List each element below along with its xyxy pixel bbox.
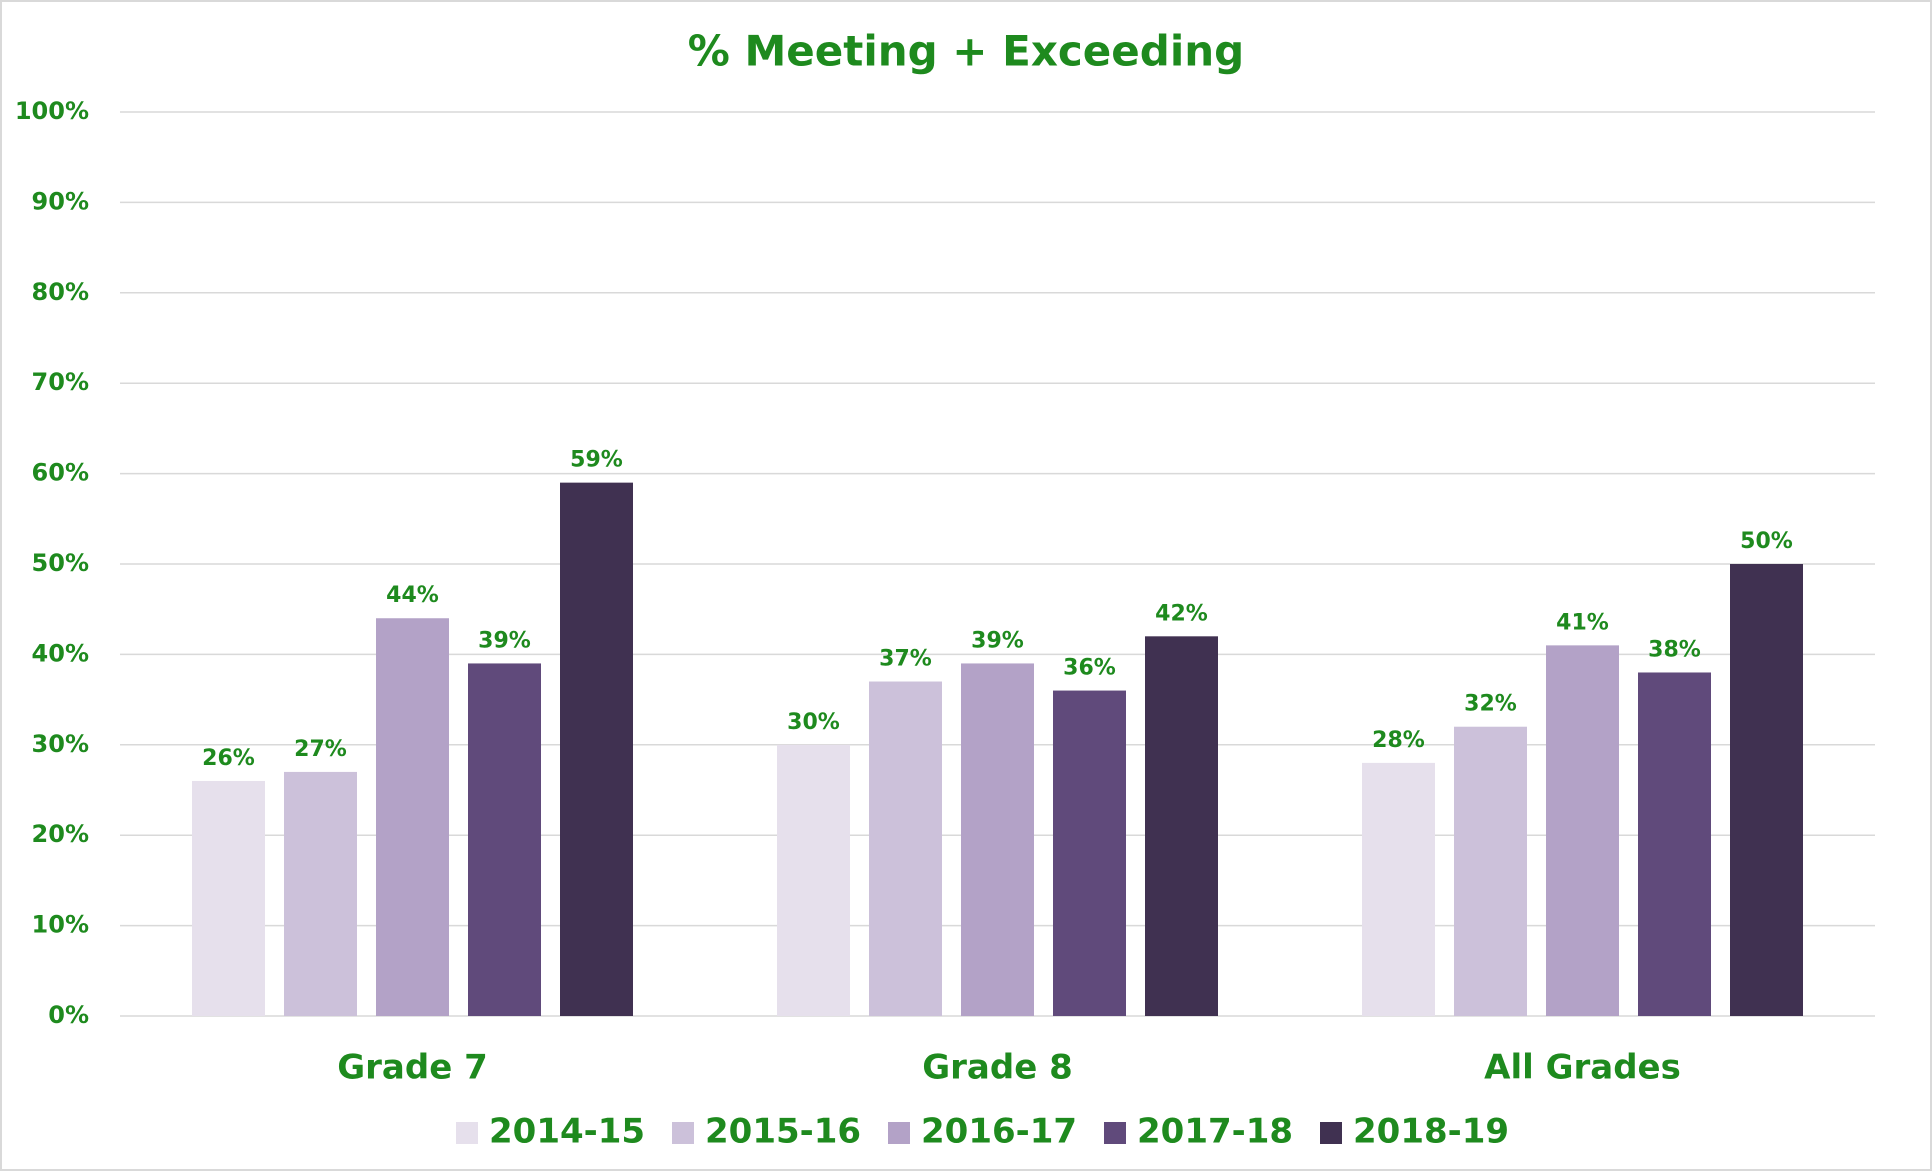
bar xyxy=(284,771,357,1016)
bar xyxy=(1053,690,1126,1016)
bar xyxy=(1546,645,1619,1016)
data-label: 42% xyxy=(1155,601,1208,626)
data-label: 36% xyxy=(1063,656,1116,681)
data-label: 27% xyxy=(294,737,347,762)
legend-swatch xyxy=(456,1122,478,1144)
data-label: 39% xyxy=(478,628,531,653)
chart-title: % Meeting + Exceeding xyxy=(688,27,1244,76)
y-tick-label: 50% xyxy=(32,549,89,577)
y-tick-label: 70% xyxy=(32,368,89,396)
bar xyxy=(376,618,449,1016)
bar xyxy=(192,780,265,1016)
data-label: 44% xyxy=(386,583,439,608)
data-label: 39% xyxy=(971,628,1024,653)
bar xyxy=(869,681,942,1016)
legend-swatch xyxy=(888,1122,910,1144)
legend-label: 2015-16 xyxy=(705,1112,861,1152)
data-label: 26% xyxy=(202,746,255,771)
legend-label: 2014-15 xyxy=(489,1112,645,1152)
legend-label: 2018-19 xyxy=(1353,1112,1509,1152)
x-tick-label: Grade 8 xyxy=(922,1048,1073,1088)
y-tick-label: 80% xyxy=(32,278,89,306)
bar xyxy=(777,744,850,1016)
x-tick-label: All Grades xyxy=(1484,1048,1681,1088)
y-tick-label: 20% xyxy=(32,820,89,848)
data-label: 41% xyxy=(1556,610,1609,635)
data-label: 50% xyxy=(1740,529,1793,554)
data-label: 30% xyxy=(787,710,840,735)
data-label: 28% xyxy=(1372,728,1425,753)
legend-label: 2016-17 xyxy=(921,1112,1077,1152)
bar xyxy=(560,482,633,1016)
data-label: 38% xyxy=(1648,637,1701,662)
y-tick-label: 60% xyxy=(32,459,89,487)
y-tick-label: 100% xyxy=(15,97,89,125)
x-tick-label: Grade 7 xyxy=(337,1048,488,1088)
data-label: 37% xyxy=(879,647,932,672)
bar xyxy=(1145,636,1218,1016)
y-tick-label: 40% xyxy=(32,639,89,667)
legend-swatch xyxy=(1320,1122,1342,1144)
bar xyxy=(1730,564,1803,1016)
bar xyxy=(961,663,1034,1016)
legend-label: 2017-18 xyxy=(1137,1112,1293,1152)
bar xyxy=(468,663,541,1016)
bar xyxy=(1454,726,1527,1016)
y-tick-label: 90% xyxy=(32,187,89,215)
legend-swatch xyxy=(672,1122,694,1144)
data-label: 59% xyxy=(570,448,623,473)
y-tick-label: 30% xyxy=(32,730,89,758)
bar xyxy=(1638,672,1711,1016)
bar xyxy=(1362,762,1435,1016)
y-tick-label: 0% xyxy=(48,1001,89,1029)
legend-swatch xyxy=(1104,1122,1126,1144)
data-label: 32% xyxy=(1464,692,1517,717)
y-tick-label: 10% xyxy=(32,911,89,939)
